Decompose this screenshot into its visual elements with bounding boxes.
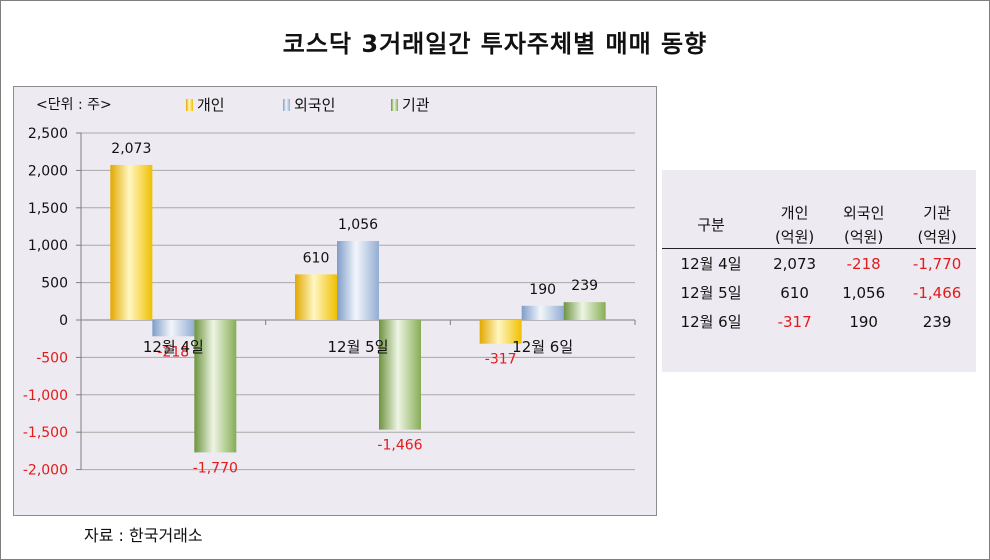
bar — [194, 320, 237, 453]
cell-institution: -1,466 — [912, 283, 962, 302]
data-label: -1,770 — [193, 460, 238, 476]
table-row: 12월 4일 2,073 -218 -1,770 — [662, 249, 976, 279]
bar — [337, 241, 379, 320]
y-tick-label: 1,000 — [28, 238, 68, 254]
page-title: 코스닥 3거래일간 투자주체별 매매 동향 — [282, 30, 708, 58]
header-unit: (억원) — [829, 224, 899, 249]
cell-individual: 610 — [780, 283, 809, 302]
cell-institution: -1,770 — [912, 254, 962, 273]
x-category-label: 12월 6일 — [512, 338, 573, 356]
bar — [379, 320, 421, 430]
data-label: 2,073 — [111, 141, 151, 157]
cell-foreign: 190 — [849, 312, 878, 331]
chart-panel: <단위 : 주> 개인 외국인 기관 2,500 2,000 1,500 1,000 500 0 -… — [13, 86, 657, 516]
bar — [521, 305, 564, 320]
x-category-label: 12월 4일 — [143, 338, 204, 356]
y-tick-label: 2,000 — [28, 163, 68, 179]
cell-foreign: 1,056 — [842, 283, 886, 302]
data-label: -1,466 — [377, 438, 422, 454]
header-individual: 개인 — [780, 203, 809, 222]
y-tick-label: 2,500 — [28, 126, 68, 142]
y-tick-label: 500 — [41, 276, 68, 292]
legend-label: 개인 — [197, 96, 225, 114]
header-unit: (억원) — [760, 224, 830, 249]
y-tick-label: 1,500 — [28, 201, 68, 217]
row-date: 12월 4일 — [680, 255, 742, 273]
cell-individual: -317 — [777, 312, 812, 331]
table-row: 12월 5일 610 1,056 -1,466 — [662, 278, 976, 307]
summary-table: 구분 개인 외국인 기관 (억원) (억원) (억원) 12월 4일 2,073… — [662, 200, 976, 336]
legend-swatch — [186, 99, 193, 111]
data-label: 1,056 — [338, 217, 378, 233]
y-tick-label: -2,000 — [23, 463, 68, 479]
row-date: 12월 5일 — [680, 284, 742, 302]
y-tick-label: 0 — [59, 313, 68, 329]
legend-swatch — [283, 99, 290, 111]
data-label: 610 — [303, 250, 330, 266]
summary-table-panel: 구분 개인 외국인 기관 (억원) (억원) (억원) 12월 4일 2,073… — [662, 170, 976, 372]
bar-chart: <단위 : 주> 개인 외국인 기관 2,500 2,000 1,500 1,000 500 0 -… — [23, 96, 636, 479]
bar — [479, 320, 522, 344]
header-institution: 기관 — [923, 203, 951, 222]
header-label: 구분 — [697, 215, 725, 234]
bar — [110, 164, 153, 320]
data-label: -218 — [157, 344, 189, 360]
cell-foreign: -218 — [846, 254, 881, 273]
source-note: 자료 : 한국거래소 — [84, 526, 203, 545]
y-tick-label: -1,500 — [23, 425, 68, 441]
x-category-label: 12월 5일 — [328, 338, 389, 356]
data-label: -317 — [485, 352, 517, 368]
bar — [563, 302, 606, 320]
cell-institution: 239 — [922, 312, 952, 331]
legend-label: 외국인 — [294, 96, 335, 114]
header-unit: (억원) — [898, 224, 976, 249]
bar — [295, 274, 337, 320]
row-date: 12월 6일 — [680, 313, 742, 331]
y-tick-label: -1,000 — [23, 388, 68, 404]
unit-label: <단위 : 주> — [36, 97, 112, 113]
legend-swatch — [391, 99, 398, 111]
header-category: 구분 — [662, 200, 761, 249]
data-label: 190 — [529, 282, 556, 298]
y-tick-label: -500 — [36, 350, 68, 366]
header-foreign: 외국인 — [842, 203, 885, 222]
data-label: 239 — [571, 278, 598, 294]
legend-label: 기관 — [402, 96, 430, 114]
bar — [152, 320, 195, 337]
table-row: 12월 6일 -317 190 239 — [662, 307, 976, 336]
cell-individual: 2,073 — [773, 254, 817, 273]
